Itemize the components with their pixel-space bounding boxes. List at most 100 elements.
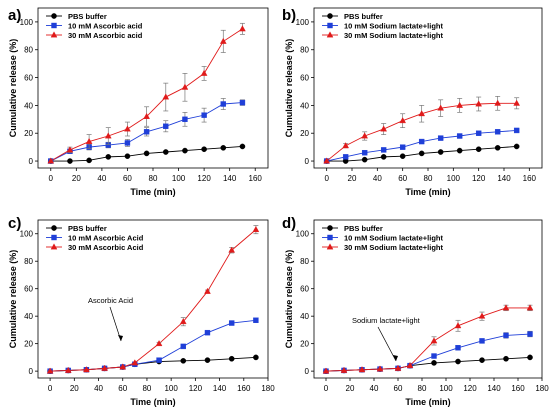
legend-entry: PBS buffer bbox=[344, 12, 383, 21]
data-point bbox=[394, 364, 402, 371]
data-point bbox=[399, 117, 407, 124]
data-point bbox=[180, 343, 186, 350]
y-tick-label: 40 bbox=[24, 101, 33, 110]
y-tick-label: 100 bbox=[296, 230, 310, 239]
x-tick-label: 100 bbox=[172, 174, 186, 183]
data-point bbox=[47, 157, 55, 164]
data-point bbox=[358, 366, 366, 373]
data-point bbox=[380, 154, 387, 160]
y-axis-label: Cumulative release (%) bbox=[284, 250, 294, 349]
data-point bbox=[200, 69, 208, 76]
data-point bbox=[527, 354, 533, 361]
series-1 bbox=[323, 127, 520, 164]
x-axis-label: Time (min) bbox=[405, 397, 450, 407]
chart-panel-b: b) 0 20 40 60 80 100 120 140 160 0 20 40 60 80 100 Time … bbox=[282, 7, 543, 197]
x-tick-label: 0 bbox=[324, 384, 329, 393]
data-point bbox=[399, 153, 406, 159]
y-tick-label: 0 bbox=[29, 367, 34, 376]
x-tick-label: 20 bbox=[348, 174, 357, 183]
data-point bbox=[430, 337, 438, 344]
data-point bbox=[180, 358, 187, 364]
data-point bbox=[66, 146, 74, 153]
data-point bbox=[502, 304, 510, 311]
x-tick-label: 120 bbox=[197, 174, 211, 183]
data-point bbox=[475, 130, 482, 136]
data-point bbox=[124, 125, 131, 132]
data-point bbox=[455, 358, 461, 365]
annotation-arrowhead bbox=[118, 335, 123, 341]
data-point bbox=[220, 101, 226, 107]
y-tick-label: 0 bbox=[305, 157, 310, 166]
x-tick-label: 40 bbox=[370, 384, 379, 393]
data-point bbox=[526, 304, 534, 311]
y-axis-label: Cumulative release (%) bbox=[284, 39, 294, 138]
y-tick-label: 100 bbox=[296, 18, 310, 27]
x-tick-label: 60 bbox=[118, 384, 127, 393]
x-tick-label: 40 bbox=[97, 174, 106, 183]
y-tick-label: 100 bbox=[20, 230, 34, 239]
legend-entry: 10 mM Sodium lactate+light bbox=[344, 233, 443, 242]
legend-entry: 30 mM Sodium lactate+light bbox=[344, 31, 443, 40]
data-point bbox=[162, 149, 169, 155]
plot-frame bbox=[37, 219, 269, 379]
y-tick-label: 0 bbox=[29, 157, 34, 166]
x-tick-label: 140 bbox=[223, 174, 237, 183]
data-point bbox=[380, 125, 388, 132]
data-point bbox=[513, 99, 521, 106]
data-point bbox=[327, 225, 333, 231]
y-tick-label: 80 bbox=[24, 46, 33, 55]
data-point bbox=[51, 234, 57, 241]
data-point bbox=[51, 13, 57, 19]
panel-label: b) bbox=[282, 7, 296, 24]
series-1 bbox=[47, 317, 259, 374]
series-1 bbox=[323, 330, 533, 374]
data-point bbox=[228, 355, 235, 362]
x-tick-label: 100 bbox=[164, 384, 178, 393]
series-2 bbox=[322, 304, 534, 374]
data-point bbox=[418, 110, 426, 117]
x-tick-label: 0 bbox=[48, 384, 53, 393]
data-point bbox=[181, 83, 189, 90]
x-tick-label: 20 bbox=[72, 174, 81, 183]
series-line bbox=[325, 333, 531, 372]
data-point bbox=[361, 132, 369, 139]
data-point bbox=[431, 360, 437, 366]
y-tick-label: 100 bbox=[20, 18, 34, 27]
y-tick-label: 0 bbox=[305, 367, 310, 376]
data-point bbox=[228, 246, 236, 253]
annotation-label: Ascorbic Acid bbox=[88, 296, 133, 305]
x-tick-label: 160 bbox=[523, 174, 537, 183]
data-point bbox=[406, 362, 414, 369]
data-point bbox=[101, 364, 108, 371]
data-point bbox=[513, 143, 520, 150]
data-point bbox=[342, 142, 350, 149]
data-point bbox=[399, 144, 406, 150]
data-point bbox=[239, 143, 246, 150]
data-point bbox=[201, 112, 207, 118]
x-tick-label: 120 bbox=[472, 174, 486, 183]
data-point bbox=[239, 99, 246, 106]
x-tick-label: 60 bbox=[398, 174, 407, 183]
data-point bbox=[323, 157, 331, 164]
x-tick-label: 140 bbox=[497, 174, 511, 183]
legend-entry: PBS buffer bbox=[344, 224, 383, 233]
y-tick-label: 40 bbox=[300, 312, 309, 321]
legend-entry: 10 mM Ascorbic acid bbox=[68, 21, 143, 30]
x-tick-label: 80 bbox=[142, 384, 151, 393]
chart-panel-d: d) 0 20 40 60 80 100 120 140 160 180 0 20 40 60 80 100 Ti… bbox=[282, 215, 549, 407]
x-tick-label: 80 bbox=[424, 174, 433, 183]
data-point bbox=[83, 366, 90, 373]
data-point bbox=[204, 329, 211, 336]
data-point bbox=[124, 140, 131, 146]
data-point bbox=[475, 100, 483, 107]
data-point bbox=[437, 135, 444, 141]
annotation-label: Sodium lactate+light bbox=[352, 316, 421, 325]
y-tick-label: 80 bbox=[300, 257, 309, 266]
data-point bbox=[513, 127, 520, 134]
y-tick-label: 80 bbox=[24, 257, 33, 266]
y-axis-label: Cumulative release (%) bbox=[8, 39, 18, 138]
data-point bbox=[361, 156, 368, 163]
x-axis-label: Time (min) bbox=[405, 187, 450, 197]
data-point bbox=[182, 147, 188, 154]
